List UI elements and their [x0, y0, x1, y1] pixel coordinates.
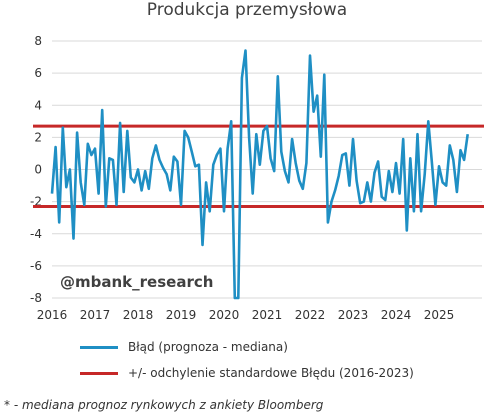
legend-swatch-error	[80, 345, 118, 349]
y-tick-label: 2	[34, 130, 42, 144]
y-tick-label: 0	[34, 163, 42, 177]
chart-title: Produkcja przemysłowa	[146, 0, 348, 20]
legend-item-error: Błąd (prognoza - mediana)	[80, 340, 288, 354]
legend-label-stddev: +/- odchylenie standardowe Błędu (2016-2…	[128, 366, 414, 380]
x-tick-label: 2022	[295, 308, 326, 322]
x-tick-label: 2018	[123, 308, 154, 322]
y-tick-label: 4	[34, 98, 42, 112]
y-tick-label: -6	[30, 259, 42, 273]
y-tick-label: -2	[30, 195, 42, 209]
x-tick-label: 2019	[166, 308, 197, 322]
x-tick-label: 2016	[37, 308, 68, 322]
y-tick-label: -8	[30, 291, 42, 305]
y-tick-label: -4	[30, 227, 42, 241]
legend-item-stddev: +/- odchylenie standardowe Błędu (2016-2…	[80, 366, 414, 380]
x-tick-label: 2017	[80, 308, 111, 322]
x-tick-label: 2023	[338, 308, 369, 322]
series-line-error	[50, 49, 469, 300]
y-tick-label: 6	[34, 66, 42, 80]
y-tick-label: 8	[34, 34, 42, 48]
x-tick-label: 2020	[209, 308, 240, 322]
legend-label-error: Błąd (prognoza - mediana)	[128, 340, 288, 354]
x-tick-label: 2025	[424, 308, 455, 322]
footnote: * - mediana prognoz rynkowych z ankiety …	[4, 398, 324, 412]
watermark: @mbank_research	[60, 273, 213, 291]
x-tick-label: 2024	[381, 308, 412, 322]
x-tick-label: 2021	[252, 308, 283, 322]
legend-swatch-stddev	[80, 371, 118, 375]
